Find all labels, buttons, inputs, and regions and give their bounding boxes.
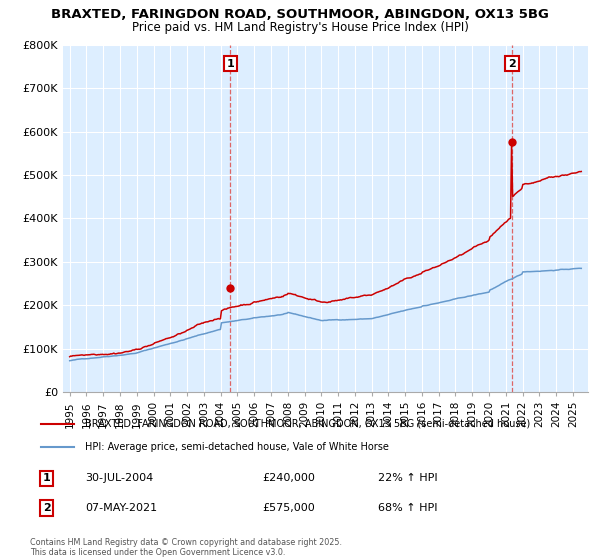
Text: 07-MAY-2021: 07-MAY-2021 [85,503,157,513]
Text: HPI: Average price, semi-detached house, Vale of White Horse: HPI: Average price, semi-detached house,… [85,442,389,452]
Text: 68% ↑ HPI: 68% ↑ HPI [378,503,437,513]
Text: BRAXTED, FARINGDON ROAD, SOUTHMOOR, ABINGDON, OX13 5BG: BRAXTED, FARINGDON ROAD, SOUTHMOOR, ABIN… [51,8,549,21]
Text: 30-JUL-2004: 30-JUL-2004 [85,473,154,483]
Text: BRAXTED, FARINGDON ROAD, SOUTHMOOR, ABINGDON, OX13 5BG (semi-detached house): BRAXTED, FARINGDON ROAD, SOUTHMOOR, ABIN… [85,419,530,429]
Text: £240,000: £240,000 [262,473,315,483]
Text: Contains HM Land Registry data © Crown copyright and database right 2025.
This d: Contains HM Land Registry data © Crown c… [30,538,342,557]
Text: 1: 1 [43,473,50,483]
Text: 2: 2 [508,59,516,69]
Text: Price paid vs. HM Land Registry's House Price Index (HPI): Price paid vs. HM Land Registry's House … [131,21,469,34]
Text: £575,000: £575,000 [262,503,314,513]
Text: 2: 2 [43,503,50,513]
Text: 22% ↑ HPI: 22% ↑ HPI [378,473,437,483]
Text: 1: 1 [227,59,234,69]
